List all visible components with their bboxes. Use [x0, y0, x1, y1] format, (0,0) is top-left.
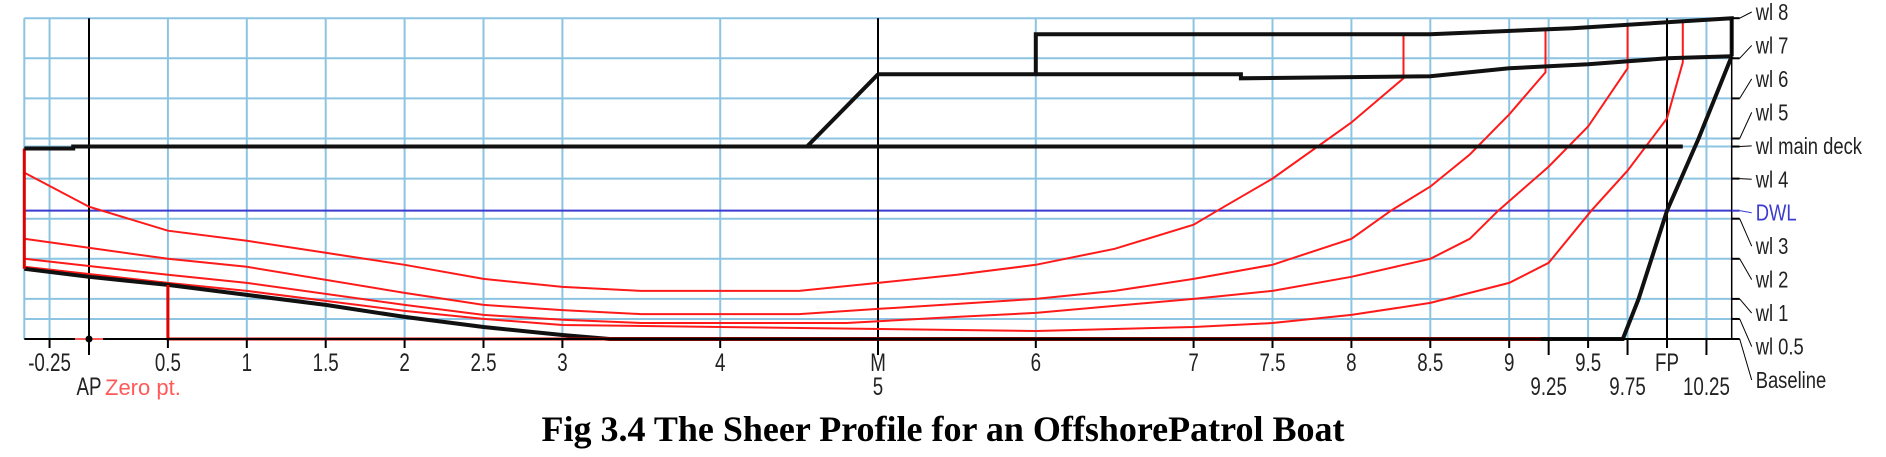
waterline-label: wl 0.5: [1755, 335, 1804, 360]
waterline-leader: [1739, 78, 1753, 99]
station-label: 4: [715, 348, 725, 376]
waterline-leader: [1739, 11, 1752, 19]
station-label: 2: [399, 348, 409, 376]
keel-stem-profile-line: [24, 55, 1734, 341]
station-label: 9.25: [1530, 372, 1566, 400]
figure-caption: Fig 3.4 The Sheer Profile for an Offshor…: [541, 409, 1345, 449]
forecastle-ramp-line: [805, 72, 880, 148]
waterline-leader: [1739, 112, 1753, 139]
waterline-label: wl 6: [1755, 67, 1789, 92]
station-label: 0.5: [155, 348, 181, 376]
station-label: 3: [557, 348, 567, 376]
station-label: 9.5: [1575, 348, 1601, 376]
waterline-leader: [1739, 258, 1753, 280]
waterline-label: wl 8: [1755, 0, 1789, 25]
station-label: 1.5: [313, 348, 339, 376]
waterline-label: DWL: [1756, 201, 1797, 226]
station-label: 9.75: [1609, 372, 1645, 400]
station-label: 9: [1504, 348, 1514, 376]
waterline-leader: [1739, 318, 1753, 347]
station-label: 1: [242, 348, 252, 376]
station-label: 6: [1031, 348, 1041, 376]
waterline-label: wl main deck: [1755, 134, 1863, 159]
buttock-line: [24, 30, 1547, 316]
waterline-leader: [1739, 218, 1753, 247]
zero-point-label: Zero pt.: [105, 375, 181, 400]
waterline-leader: [1739, 45, 1753, 59]
station-label: -0.25: [28, 348, 71, 376]
waterline-leader: [1739, 178, 1752, 180]
waterline-label: wl 4: [1755, 167, 1789, 192]
main-deck-line: [24, 144, 1683, 151]
station-label: AP: [77, 372, 102, 400]
zero-point-marker: [85, 335, 93, 343]
waterline-label: wl 3: [1755, 234, 1789, 259]
station-label: 8.5: [1417, 348, 1443, 376]
station-label: M: [870, 348, 886, 376]
waterline-leader: [1739, 145, 1752, 148]
station-label: 7: [1188, 348, 1198, 376]
forecastle-sheer-line: [878, 54, 1732, 81]
waterline-leader: [1739, 210, 1752, 214]
waterline-label: wl 2: [1755, 268, 1789, 293]
station-label: 5: [873, 372, 883, 400]
station-label: 10.25: [1683, 372, 1730, 400]
station-label: 7.5: [1259, 348, 1285, 376]
waterline-label: Baseline: [1756, 368, 1827, 393]
station-label: 8: [1346, 348, 1356, 376]
buttock-line: [24, 24, 1629, 324]
waterline-label: wl 1: [1755, 301, 1789, 326]
waterline-leader: [1739, 298, 1753, 314]
buttock-line: [24, 20, 1684, 333]
buttock-line: [23, 34, 1405, 292]
station-label: FP: [1655, 348, 1679, 376]
waterline-label: wl 5: [1755, 100, 1789, 125]
waterline-label: wl 7: [1755, 34, 1789, 59]
waterline-leader: [1739, 338, 1753, 381]
station-label: 2.5: [470, 348, 496, 376]
sheer-profile-drawing: wl 8 wl 7 wl 6 wl 5 wl main deck wl 4 DWL wl 3 w…: [22, 0, 1863, 401]
